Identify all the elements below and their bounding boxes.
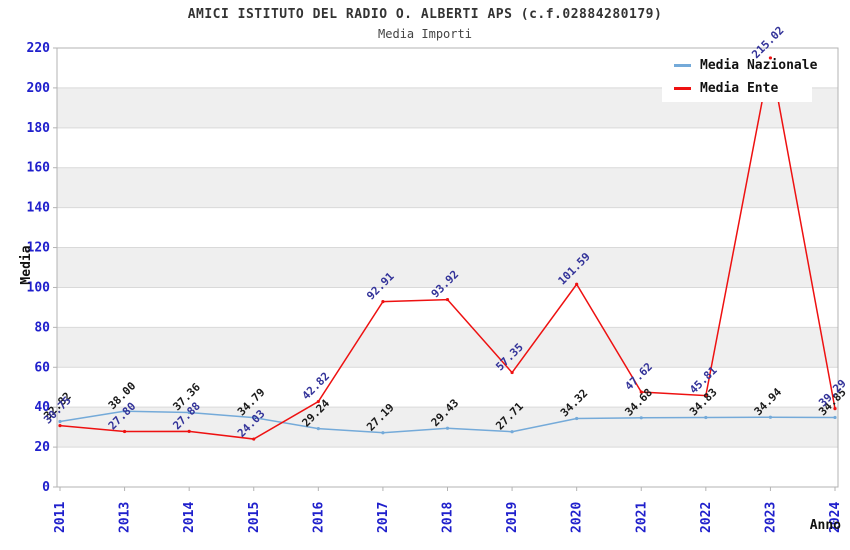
- y-axis-tick-labels: 0 20 40 60 80 100 120 140 160 180 200 220: [27, 41, 51, 495]
- legend-swatch-media-ente: [674, 87, 691, 90]
- svg-text:2016: 2016: [311, 502, 326, 533]
- svg-text:180: 180: [27, 121, 51, 136]
- background-bands: [57, 48, 838, 487]
- svg-text:2011: 2011: [53, 502, 68, 533]
- legend-label: Media Ente: [700, 81, 779, 96]
- legend-label: Media Nazionale: [700, 58, 818, 73]
- svg-text:2020: 2020: [570, 502, 585, 533]
- y-axis-title: Media: [19, 245, 34, 284]
- svg-text:160: 160: [27, 161, 51, 176]
- svg-text:2024: 2024: [828, 502, 843, 533]
- svg-text:2019: 2019: [505, 502, 520, 533]
- svg-text:2013: 2013: [118, 502, 133, 533]
- legend-swatch-media-nazionale: [674, 64, 691, 67]
- x-axis-title: Anno: [810, 518, 841, 533]
- legend-item-media-nazionale: Media Nazionale: [674, 58, 817, 73]
- svg-text:80: 80: [34, 320, 50, 335]
- svg-text:40: 40: [34, 400, 50, 415]
- svg-text:2018: 2018: [441, 502, 456, 533]
- svg-text:2015: 2015: [247, 502, 262, 533]
- chart-subtitle: Media Importi: [378, 27, 472, 41]
- svg-text:2014: 2014: [182, 502, 197, 533]
- svg-text:20: 20: [34, 440, 50, 455]
- x-axis-tick-labels: 2011 2013 2014 2015 2016 2017 2018 2019 2020 2021…: [53, 502, 843, 533]
- chart-title: AMICI ISTITUTO DEL RADIO O. ALBERTI APS …: [187, 7, 663, 22]
- svg-text:220: 220: [27, 41, 51, 56]
- svg-text:2017: 2017: [376, 502, 391, 533]
- svg-text:200: 200: [27, 81, 51, 96]
- svg-text:140: 140: [27, 201, 51, 216]
- svg-text:2022: 2022: [699, 502, 714, 533]
- svg-text:0: 0: [42, 480, 50, 495]
- svg-text:60: 60: [34, 360, 50, 375]
- svg-text:120: 120: [27, 241, 51, 256]
- legend: Media Nazionale Media Ente: [662, 52, 817, 102]
- svg-text:2021: 2021: [634, 502, 649, 533]
- svg-text:2023: 2023: [763, 502, 778, 533]
- svg-text:100: 100: [27, 280, 51, 295]
- legend-item-media-ente: Media Ente: [674, 81, 812, 96]
- axes: [53, 47, 839, 491]
